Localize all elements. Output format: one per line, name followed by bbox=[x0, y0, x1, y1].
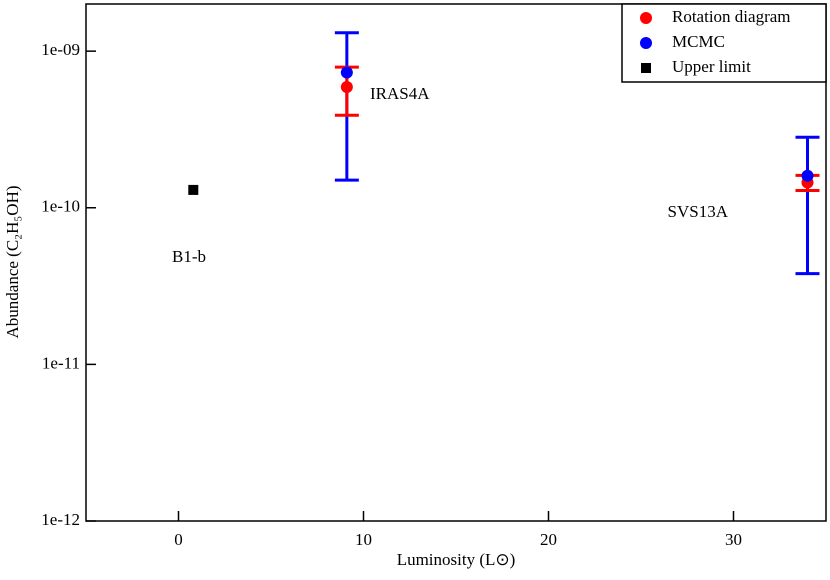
error-bar bbox=[795, 135, 820, 276]
y-tick-label: 1e-09 bbox=[41, 40, 80, 59]
point bbox=[188, 184, 199, 195]
legend-marker bbox=[640, 12, 652, 24]
legend-label: Upper limit bbox=[672, 57, 751, 76]
y-tick-label: 1e-10 bbox=[41, 197, 80, 216]
y-tick-label: 1e-12 bbox=[41, 510, 80, 529]
legend-box bbox=[621, 3, 827, 83]
annotation: IRAS4A bbox=[370, 84, 430, 103]
annotation: SVS13A bbox=[668, 202, 729, 221]
legend-marker bbox=[641, 63, 651, 73]
legend-label: MCMC bbox=[672, 32, 725, 51]
x-tick-label: 10 bbox=[355, 530, 372, 549]
x-tick-label: 30 bbox=[725, 530, 742, 549]
x-tick-label: 0 bbox=[174, 530, 183, 549]
legend-label: Rotation diagram bbox=[672, 7, 791, 26]
legend-marker bbox=[640, 37, 652, 49]
point bbox=[801, 169, 814, 182]
x-axis-label: Luminosity (L⊙) bbox=[397, 550, 516, 569]
annotation: B1-b bbox=[172, 247, 206, 266]
y-axis-label: Abundance (C₂H₅OH) bbox=[3, 185, 22, 338]
point bbox=[340, 81, 353, 94]
plot-frame bbox=[85, 3, 827, 522]
y-tick-label: 1e-11 bbox=[42, 353, 80, 372]
point bbox=[340, 66, 353, 79]
x-tick-label: 20 bbox=[540, 530, 557, 549]
